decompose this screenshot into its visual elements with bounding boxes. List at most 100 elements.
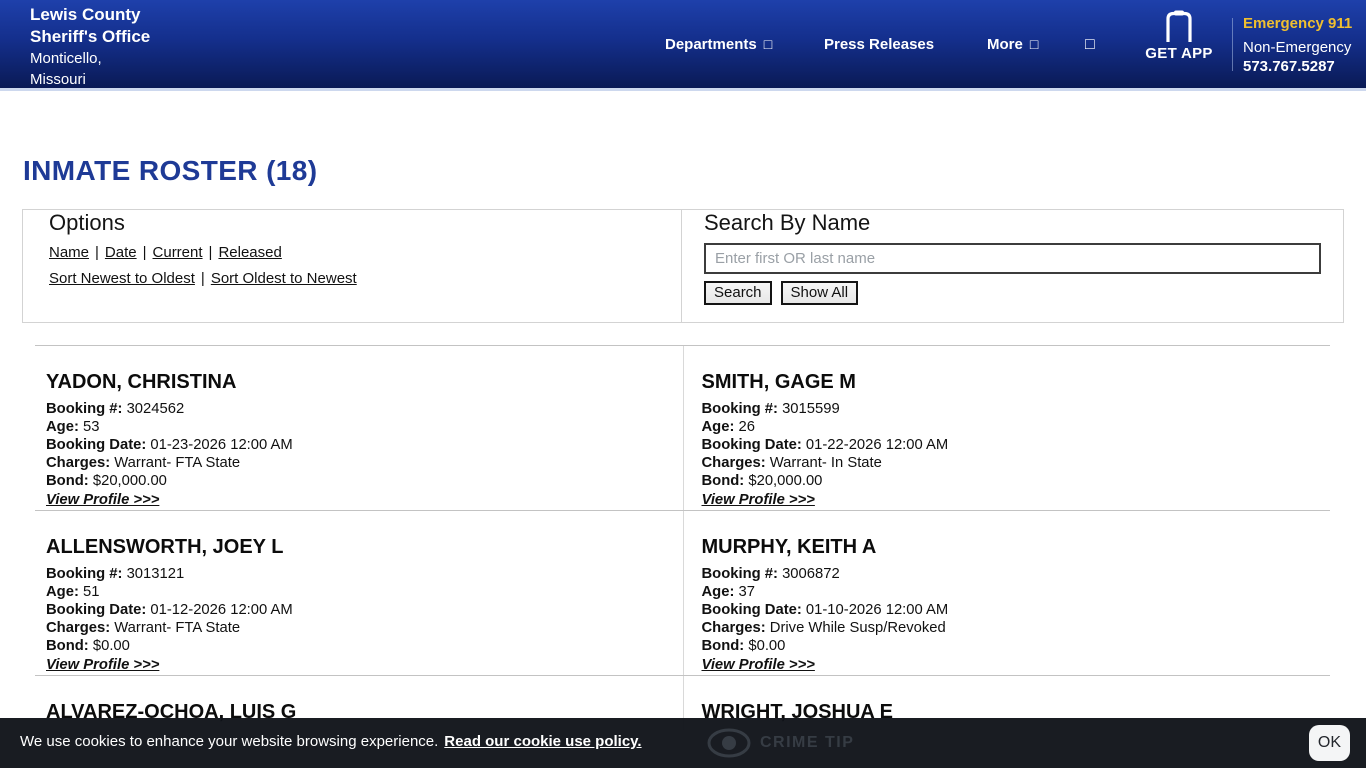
separator: | — [142, 244, 147, 261]
org-name-line1: Lewis County — [30, 5, 141, 24]
separator: | — [95, 244, 99, 261]
header-divider — [1232, 18, 1233, 71]
booking-date-value: 01-22-2026 12:00 AM — [805, 437, 949, 453]
charges-label: Charges: — [701, 620, 766, 636]
booking-date-label: Booking Date: — [46, 602, 147, 618]
nav-search-icon[interactable]: □ — [1085, 36, 1095, 53]
search-input[interactable] — [704, 243, 1321, 274]
site-logo[interactable]: Lewis County Sheriff's Office Monticello… — [30, 4, 150, 90]
bond-value: $0.00 — [92, 638, 130, 654]
charges-value: Warrant- In State — [769, 455, 882, 471]
cookie-message: We use cookies to enhance your website b… — [20, 733, 642, 750]
bond-value: $20,000.00 — [92, 473, 167, 489]
table-row: YADON, CHRISTINA Booking #: 3024562 Age:… — [35, 345, 1330, 510]
bond-value: $0.00 — [748, 638, 786, 654]
bond-label: Bond: — [701, 473, 745, 489]
view-profile-link[interactable]: View Profile >>> — [46, 492, 160, 508]
inmate-name: ALVAREZ-OCHOA, LUIS G — [46, 701, 297, 723]
nav-more[interactable]: More □ — [987, 36, 1038, 53]
nav-more-label: More — [987, 36, 1023, 53]
age-value: 53 — [83, 419, 100, 435]
inmate-card: SMITH, GAGE M Booking #: 3015599 Age: 26… — [682, 346, 1331, 510]
chevron-down-icon: □ — [1029, 36, 1039, 52]
filter-link-current[interactable]: Current — [152, 244, 203, 261]
nav-press-releases-label: Press Releases — [824, 36, 935, 53]
inmate-name: WRIGHT, JOSHUA E — [701, 701, 894, 723]
filter-link-name[interactable]: Name — [49, 244, 90, 261]
age-label: Age: — [701, 419, 735, 435]
inmate-name: YADON, CHRISTINA — [46, 371, 237, 393]
show-all-button[interactable]: Show All — [780, 281, 859, 305]
filter-link-date[interactable]: Date — [104, 244, 137, 261]
booking-date-label: Booking Date: — [701, 602, 802, 618]
booking-label: Booking #: — [46, 401, 123, 417]
booking-value: 3013121 — [126, 566, 185, 582]
table-row: ALLENSWORTH, JOEY L Booking #: 3013121 A… — [35, 510, 1330, 675]
org-name-line2: Sheriff's Office — [30, 27, 151, 46]
view-profile-link[interactable]: View Profile >>> — [701, 492, 815, 508]
search-heading: Search By Name — [704, 210, 871, 235]
filters-panel: Options Name | Date | Current | Released Sort … — [22, 209, 1344, 323]
inmate-card: WRIGHT, JOSHUA E — [682, 676, 1331, 730]
site-header: Lewis County Sheriff's Office Monticello… — [0, 0, 1366, 91]
search-button[interactable]: Search — [704, 281, 772, 305]
sort-oldest-to-newest-link[interactable]: Sort Oldest to Newest — [210, 270, 357, 287]
phone-icon — [1166, 10, 1192, 42]
charges-label: Charges: — [46, 620, 111, 636]
inmate-roster: YADON, CHRISTINA Booking #: 3024562 Age:… — [35, 345, 1330, 730]
inmate-card: ALLENSWORTH, JOEY L Booking #: 3013121 A… — [35, 511, 683, 675]
cookie-ok-button[interactable]: OK — [1308, 725, 1350, 761]
page-title: INMATE ROSTER (18) — [23, 154, 318, 186]
view-profile-link[interactable]: View Profile >>> — [46, 657, 160, 673]
cookie-banner: CRIME TIP We use cookies to enhance your… — [0, 718, 1366, 768]
org-location-line1: Monticello, — [30, 50, 102, 67]
booking-label: Booking #: — [701, 566, 778, 582]
charges-label: Charges: — [46, 455, 111, 471]
inmate-card: MURPHY, KEITH A Booking #: 3006872 Age: … — [682, 511, 1331, 675]
crime-tip-button[interactable]: CRIME TIP — [706, 725, 854, 761]
bond-label: Bond: — [701, 638, 745, 654]
options-heading: Options — [49, 210, 125, 235]
crime-tip-label: CRIME TIP — [760, 734, 855, 751]
booking-value: 3015599 — [782, 401, 840, 417]
non-emergency-phone: 573.767.5287 — [1243, 58, 1335, 75]
inmate-name: ALLENSWORTH, JOEY L — [46, 536, 284, 558]
age-value: 37 — [738, 584, 755, 600]
age-label: Age: — [46, 419, 79, 435]
filter-link-released[interactable]: Released — [218, 244, 282, 261]
booking-date-label: Booking Date: — [701, 437, 802, 453]
emergency-contact-block: Emergency 911 Non-Emergency 573.767.5287 — [1243, 14, 1352, 76]
non-emergency-label: Non-Emergency — [1243, 39, 1352, 56]
booking-label: Booking #: — [46, 566, 123, 582]
booking-date-value: 01-12-2026 12:00 AM — [150, 602, 293, 618]
inmate-card: ALVAREZ-OCHOA, LUIS G — [35, 676, 683, 730]
booking-date-value: 01-10-2026 12:00 AM — [805, 602, 949, 618]
get-app-label: GET APP — [1145, 45, 1213, 62]
charges-value: Warrant- FTA State — [114, 455, 241, 471]
table-row: ALVAREZ-OCHOA, LUIS G WRIGHT, JOSHUA E — [35, 675, 1330, 730]
search-section: Search By Name Search Show All — [682, 210, 1343, 322]
filter-links: Name | Date | Current | Released — [49, 244, 681, 261]
nav-departments-label: Departments — [665, 36, 757, 53]
sort-newest-to-oldest-link[interactable]: Sort Newest to Oldest — [49, 270, 195, 287]
get-app-button[interactable]: GET APP — [1140, 10, 1218, 62]
bond-value: $20,000.00 — [748, 473, 823, 489]
nav-departments[interactable]: Departments □ — [665, 36, 772, 53]
charges-value: Warrant- FTA State — [114, 620, 241, 636]
charges-label: Charges: — [701, 455, 766, 471]
cookie-message-text: We use cookies to enhance your website b… — [20, 733, 439, 750]
booking-label: Booking #: — [701, 401, 778, 417]
booking-date-value: 01-23-2026 12:00 AM — [150, 437, 293, 453]
emergency-label: Emergency 911 — [1243, 15, 1353, 32]
age-value: 26 — [738, 419, 755, 435]
bond-label: Bond: — [46, 638, 89, 654]
cookie-policy-link[interactable]: Read our cookie use policy. — [444, 733, 642, 750]
eye-icon — [707, 728, 751, 758]
booking-value: 3006872 — [782, 566, 840, 582]
booking-value: 3024562 — [126, 401, 185, 417]
separator: | — [208, 244, 213, 261]
nav-press-releases[interactable]: Press Releases — [824, 36, 934, 53]
search-buttons: Search Show All — [704, 281, 1321, 305]
booking-date-label: Booking Date: — [46, 437, 147, 453]
view-profile-link[interactable]: View Profile >>> — [701, 657, 815, 673]
